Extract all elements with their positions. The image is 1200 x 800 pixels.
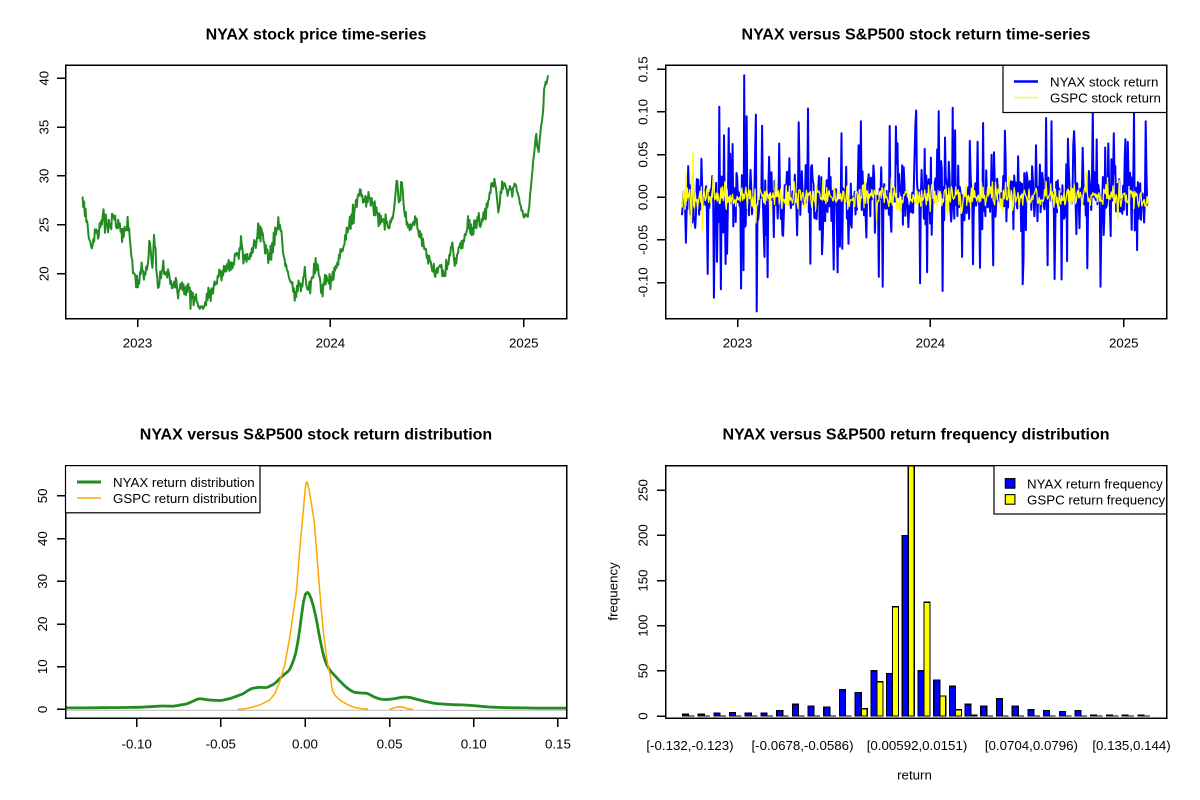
svg-text:-0.05: -0.05 bbox=[206, 736, 236, 751]
svg-text:2025: 2025 bbox=[509, 336, 539, 351]
svg-text:0: 0 bbox=[636, 712, 651, 719]
svg-text:return: return bbox=[897, 768, 932, 783]
svg-text:250: 250 bbox=[636, 479, 651, 501]
svg-text:20: 20 bbox=[35, 617, 50, 632]
svg-text:100: 100 bbox=[636, 615, 651, 637]
svg-text:GSPC return distribution: GSPC return distribution bbox=[113, 491, 257, 506]
svg-text:0.00: 0.00 bbox=[292, 736, 318, 751]
svg-text:[-0.0678,-0.0586): [-0.0678,-0.0586) bbox=[751, 738, 853, 753]
svg-text:0: 0 bbox=[35, 706, 50, 713]
svg-text:NYAX versus S&P500 return freq: NYAX versus S&P500 return frequency dist… bbox=[722, 427, 1109, 444]
svg-text:35: 35 bbox=[37, 120, 52, 135]
svg-text:30: 30 bbox=[37, 169, 52, 184]
svg-text:[-0.132,-0.123): [-0.132,-0.123) bbox=[646, 738, 733, 753]
svg-text:150: 150 bbox=[636, 569, 651, 591]
svg-text:2024: 2024 bbox=[916, 336, 946, 351]
svg-text:50: 50 bbox=[636, 663, 651, 678]
svg-text:-0.10: -0.10 bbox=[636, 267, 651, 297]
svg-text:GSPC return frequency: GSPC return frequency bbox=[1027, 493, 1166, 508]
svg-text:[0.135,0.144): [0.135,0.144) bbox=[1092, 738, 1170, 753]
svg-text:2024: 2024 bbox=[316, 336, 346, 351]
svg-text:-0.10: -0.10 bbox=[122, 736, 152, 751]
svg-text:200: 200 bbox=[636, 524, 651, 546]
svg-text:-0.05: -0.05 bbox=[636, 225, 651, 255]
svg-text:50: 50 bbox=[35, 489, 50, 504]
svg-text:40: 40 bbox=[37, 71, 52, 86]
svg-text:NYAX return frequency: NYAX return frequency bbox=[1027, 477, 1163, 492]
svg-text:0.05: 0.05 bbox=[377, 736, 403, 751]
svg-text:[0.00592,0.0151): [0.00592,0.0151) bbox=[867, 738, 968, 753]
svg-text:NYAX return distribution: NYAX return distribution bbox=[113, 475, 255, 490]
svg-text:0.15: 0.15 bbox=[636, 56, 651, 82]
svg-text:0.15: 0.15 bbox=[545, 736, 571, 751]
svg-text:2023: 2023 bbox=[123, 336, 153, 351]
svg-text:[0.0704,0.0796): [0.0704,0.0796) bbox=[985, 738, 1078, 753]
svg-text:NYAX stock price time-series: NYAX stock price time-series bbox=[206, 27, 427, 44]
svg-text:NYAX stock return: NYAX stock return bbox=[1050, 74, 1158, 89]
svg-text:40: 40 bbox=[35, 531, 50, 546]
svg-text:2025: 2025 bbox=[1109, 336, 1139, 351]
svg-text:0.00: 0.00 bbox=[636, 184, 651, 210]
svg-text:2023: 2023 bbox=[723, 336, 753, 351]
svg-text:0.05: 0.05 bbox=[636, 142, 651, 168]
svg-text:0.10: 0.10 bbox=[636, 99, 651, 125]
svg-text:10: 10 bbox=[35, 659, 50, 674]
svg-text:NYAX versus S&P500 stock retur: NYAX versus S&P500 stock return distribu… bbox=[140, 427, 492, 444]
svg-text:0.10: 0.10 bbox=[461, 736, 487, 751]
svg-text:30: 30 bbox=[35, 574, 50, 589]
svg-text:GSPC stock return: GSPC stock return bbox=[1050, 90, 1161, 105]
svg-text:NYAX versus S&P500 stock retur: NYAX versus S&P500 stock return time-ser… bbox=[742, 27, 1091, 44]
svg-text:20: 20 bbox=[37, 266, 52, 281]
svg-text:25: 25 bbox=[37, 217, 52, 232]
svg-text:frequency: frequency bbox=[605, 562, 620, 621]
